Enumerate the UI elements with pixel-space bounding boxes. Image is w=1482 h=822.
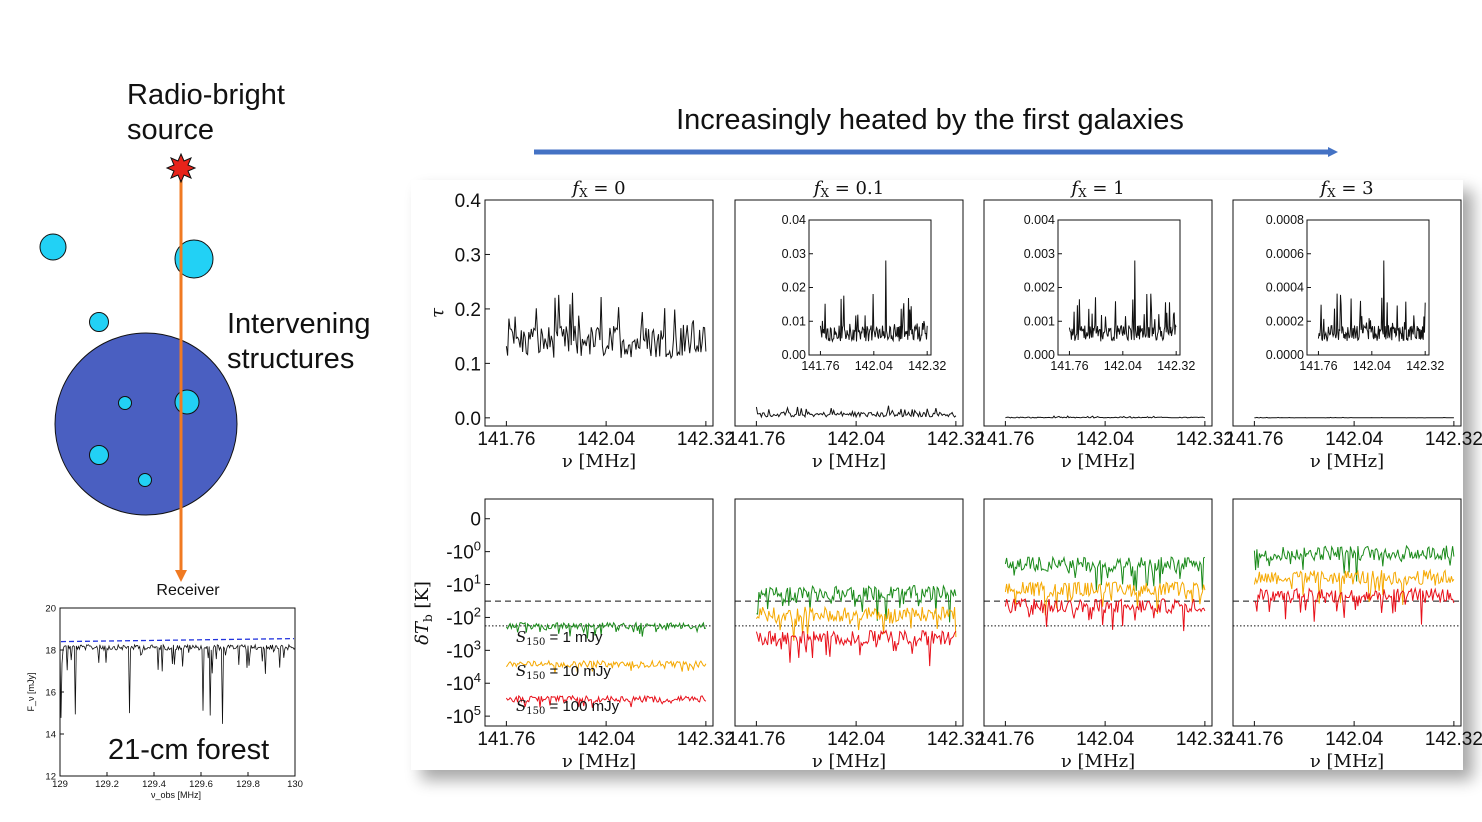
inset-xtick-label: 142.32 (1157, 359, 1195, 373)
ytick-label: 0.2 (455, 300, 481, 321)
inset-ytick-label: 0.0004 (1266, 281, 1304, 295)
xtick-label: 142.04 (1076, 729, 1135, 750)
receiver-label: Receiver (156, 582, 220, 599)
xtick-label: 141.76 (1225, 729, 1283, 750)
xlabel: ν [MHz] (1061, 451, 1135, 472)
ytick-label: 0.4 (455, 191, 482, 212)
forest-ytick-label: 18 (45, 646, 56, 657)
panel-title: fX = 1 (1069, 178, 1124, 200)
forest-xlabel: ν_obs [MHz] (151, 790, 201, 800)
inset-ytick-label: 0.0000 (1266, 348, 1304, 362)
inset-xtick-label: 142.32 (908, 359, 946, 373)
small-halo (90, 446, 109, 465)
inset-xtick-label: 142.32 (1406, 359, 1444, 373)
xlabel: ν [MHz] (812, 751, 886, 772)
xtick-label: 142.32 (677, 429, 735, 450)
xtick-label: 141.76 (477, 429, 535, 450)
forest-ytick-label: 20 (45, 604, 56, 615)
xtick-label: 141.76 (477, 729, 535, 750)
xlabel: ν [MHz] (562, 751, 636, 772)
inset-ytick-label: 0.04 (782, 213, 806, 227)
inset-ytick-label: 0.02 (782, 281, 806, 295)
inset-xtick-label: 142.04 (855, 359, 893, 373)
inset-ytick-label: 0.0002 (1266, 314, 1304, 328)
xtick-label: 142.04 (577, 429, 636, 450)
small-halo (90, 313, 109, 332)
inset-ytick-label: 0.001 (1024, 314, 1055, 328)
xtick-label: 142.04 (1325, 429, 1384, 450)
ytick-label: 0 (470, 510, 481, 531)
xtick-label: 141.76 (727, 729, 785, 750)
heading: Increasingly heated by the first galaxie… (676, 104, 1184, 136)
xtick-label: 141.76 (976, 429, 1034, 450)
inset-ytick-label: 0.03 (782, 247, 806, 261)
forest-ytick-label: 12 (45, 772, 56, 783)
xtick-label: 142.04 (827, 729, 886, 750)
schematic: Radio-bright source Intervening structur… (40, 79, 371, 599)
xtick-label: 142.04 (1325, 729, 1384, 750)
inset-xtick-label: 141.76 (801, 359, 839, 373)
inset-ytick-label: 0.002 (1024, 281, 1055, 295)
inset-xtick-label: 141.76 (1299, 359, 1337, 373)
structures-label: Intervening (227, 308, 371, 340)
inset-ytick-label: 0.0008 (1266, 213, 1304, 227)
ytick-label: 0.3 (455, 245, 481, 266)
ylabel: δTb [K] (412, 581, 435, 645)
xlabel: ν [MHz] (562, 451, 636, 472)
tau-trace (1254, 417, 1454, 418)
xlabel: ν [MHz] (1310, 751, 1384, 772)
xlabel: ν [MHz] (812, 451, 886, 472)
small-halo (119, 397, 132, 410)
forest-xtick-label: 129.6 (189, 779, 213, 790)
xtick-label: 141.76 (976, 729, 1034, 750)
small-halo (139, 474, 152, 487)
xlabel: ν [MHz] (1061, 751, 1135, 772)
forest-ytick-label: 16 (45, 688, 56, 699)
xlabel: ν [MHz] (1310, 451, 1384, 472)
panel-title: fX = 3 (1318, 178, 1373, 200)
xtick-label: 142.32 (1425, 429, 1482, 450)
xtick-label: 142.04 (1076, 429, 1135, 450)
xtick-label: 141.76 (727, 429, 785, 450)
figure-panel (411, 180, 1463, 770)
forest-xtick-label: 130 (287, 779, 303, 790)
source-label: Radio-bright (127, 79, 285, 111)
xtick-label: 142.32 (1425, 729, 1482, 750)
ylabel: τ (427, 307, 448, 318)
inset-ytick-label: 0.004 (1024, 213, 1055, 227)
xtick-label: 142.04 (827, 429, 886, 450)
ytick-label: 0.0 (455, 409, 481, 430)
ytick-label: 0.1 (455, 354, 481, 375)
inset-xtick-label: 142.04 (1104, 359, 1142, 373)
forest-xtick-label: 129.2 (95, 779, 119, 790)
forest-label: 21-cm forest (108, 734, 269, 766)
forest-ylabel: F_ν [mJy] (26, 672, 36, 711)
xtick-label: 142.04 (577, 729, 636, 750)
source-label-line2: source (127, 114, 214, 146)
inset-ytick-label: 0.0006 (1266, 247, 1304, 261)
panel-title: fX = 0 (570, 178, 625, 200)
source-star-icon (167, 154, 195, 182)
small-halo (175, 390, 199, 414)
forest-inset: 21-cm forest F_ν [mJy] ν_obs [MHz] 129 12… (26, 604, 303, 801)
inset-xtick-label: 142.04 (1353, 359, 1391, 373)
xtick-label: 142.32 (677, 729, 735, 750)
big-halo (55, 333, 237, 515)
xtick-label: 141.76 (1225, 429, 1283, 450)
inset-xtick-label: 141.76 (1050, 359, 1088, 373)
forest-xtick-label: 129.8 (236, 779, 260, 790)
forest-ytick-label: 14 (45, 730, 56, 741)
small-halo (40, 234, 66, 260)
forest-xtick-label: 129.4 (142, 779, 166, 790)
structures-label-line2: structures (227, 343, 354, 375)
inset-ytick-label: 0.003 (1024, 247, 1055, 261)
inset-ytick-label: 0.01 (782, 314, 806, 328)
